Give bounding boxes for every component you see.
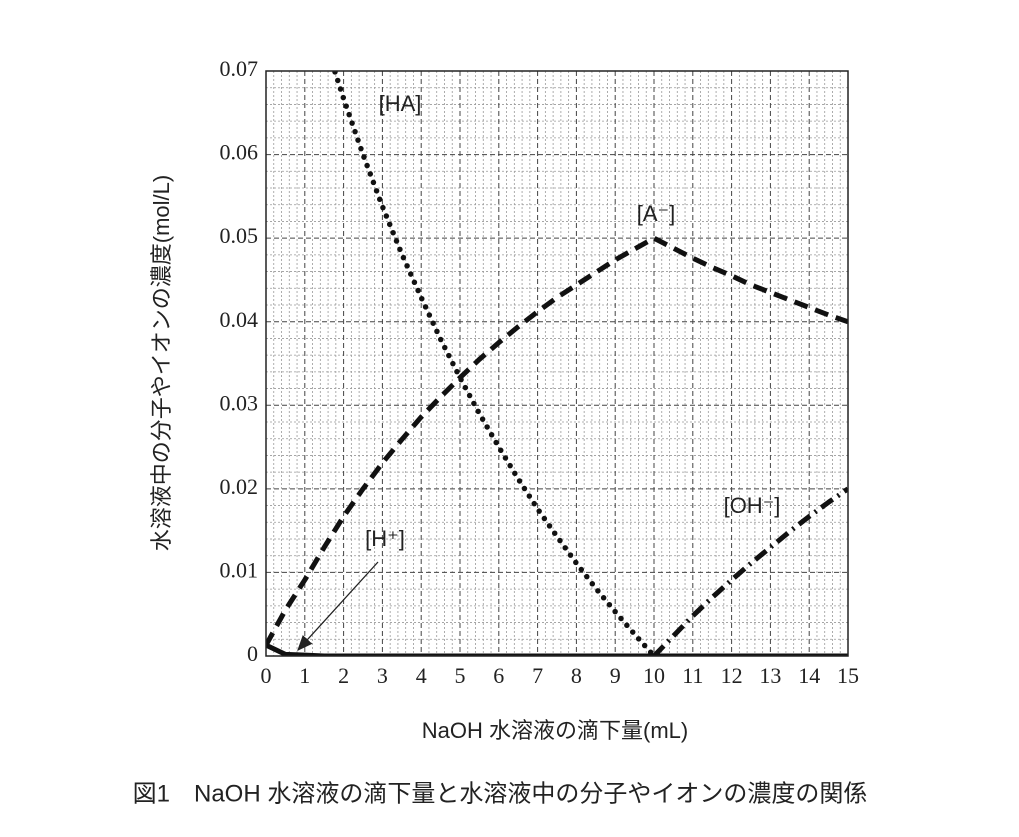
x-tick-label: 7 bbox=[532, 663, 543, 688]
y-tick-label: 0.06 bbox=[220, 140, 259, 165]
x-tick-label: 6 bbox=[493, 663, 504, 688]
y-axis-label: 水溶液中の分子やイオンの濃度(mol/L) bbox=[149, 175, 174, 551]
series-line bbox=[652, 486, 848, 656]
x-tick-label: 14 bbox=[798, 663, 820, 688]
x-tick-label: 15 bbox=[837, 663, 859, 688]
x-tick-label: 4 bbox=[416, 663, 427, 688]
x-tick-label: 5 bbox=[455, 663, 466, 688]
y-tick-label: 0.02 bbox=[220, 474, 259, 499]
series-label: [H⁺] bbox=[365, 526, 405, 551]
series-label: [HA] bbox=[379, 91, 422, 116]
chart-title: 図1 NaOH 水溶液の滴下量と水溶液中の分子やイオンの濃度の関係 bbox=[133, 780, 868, 807]
y-tick-label: 0 bbox=[247, 641, 258, 666]
y-tick-label: 0.03 bbox=[220, 390, 259, 415]
x-tick-label: 3 bbox=[377, 663, 388, 688]
x-tick-label: 1 bbox=[299, 663, 310, 688]
x-axis-label: NaOH 水溶液の滴下量(mL) bbox=[422, 718, 688, 743]
x-tick-label: 0 bbox=[261, 663, 272, 688]
x-tick-label: 9 bbox=[610, 663, 621, 688]
series-label: [A⁻] bbox=[637, 201, 676, 226]
grid bbox=[265, 70, 849, 657]
h-plus-arrow bbox=[297, 561, 379, 651]
y-tick-label: 0.04 bbox=[220, 307, 259, 332]
x-tick-label: 11 bbox=[682, 663, 703, 688]
series-label: [OH⁻] bbox=[724, 493, 781, 518]
x-tick-label: 8 bbox=[571, 663, 582, 688]
plot-frame bbox=[265, 70, 849, 657]
y-tick-label: 0.01 bbox=[220, 557, 259, 582]
x-tick-label: 2 bbox=[338, 663, 349, 688]
plot-lines bbox=[266, 71, 848, 656]
series-line bbox=[266, 235, 848, 647]
y-tick-label: 0.05 bbox=[220, 223, 259, 248]
x-tick-label: 10 bbox=[643, 663, 665, 688]
x-tick-label: 12 bbox=[721, 663, 743, 688]
x-tick-label: 13 bbox=[759, 663, 781, 688]
series-line bbox=[266, 642, 848, 656]
y-tick-label: 0.07 bbox=[220, 56, 259, 81]
